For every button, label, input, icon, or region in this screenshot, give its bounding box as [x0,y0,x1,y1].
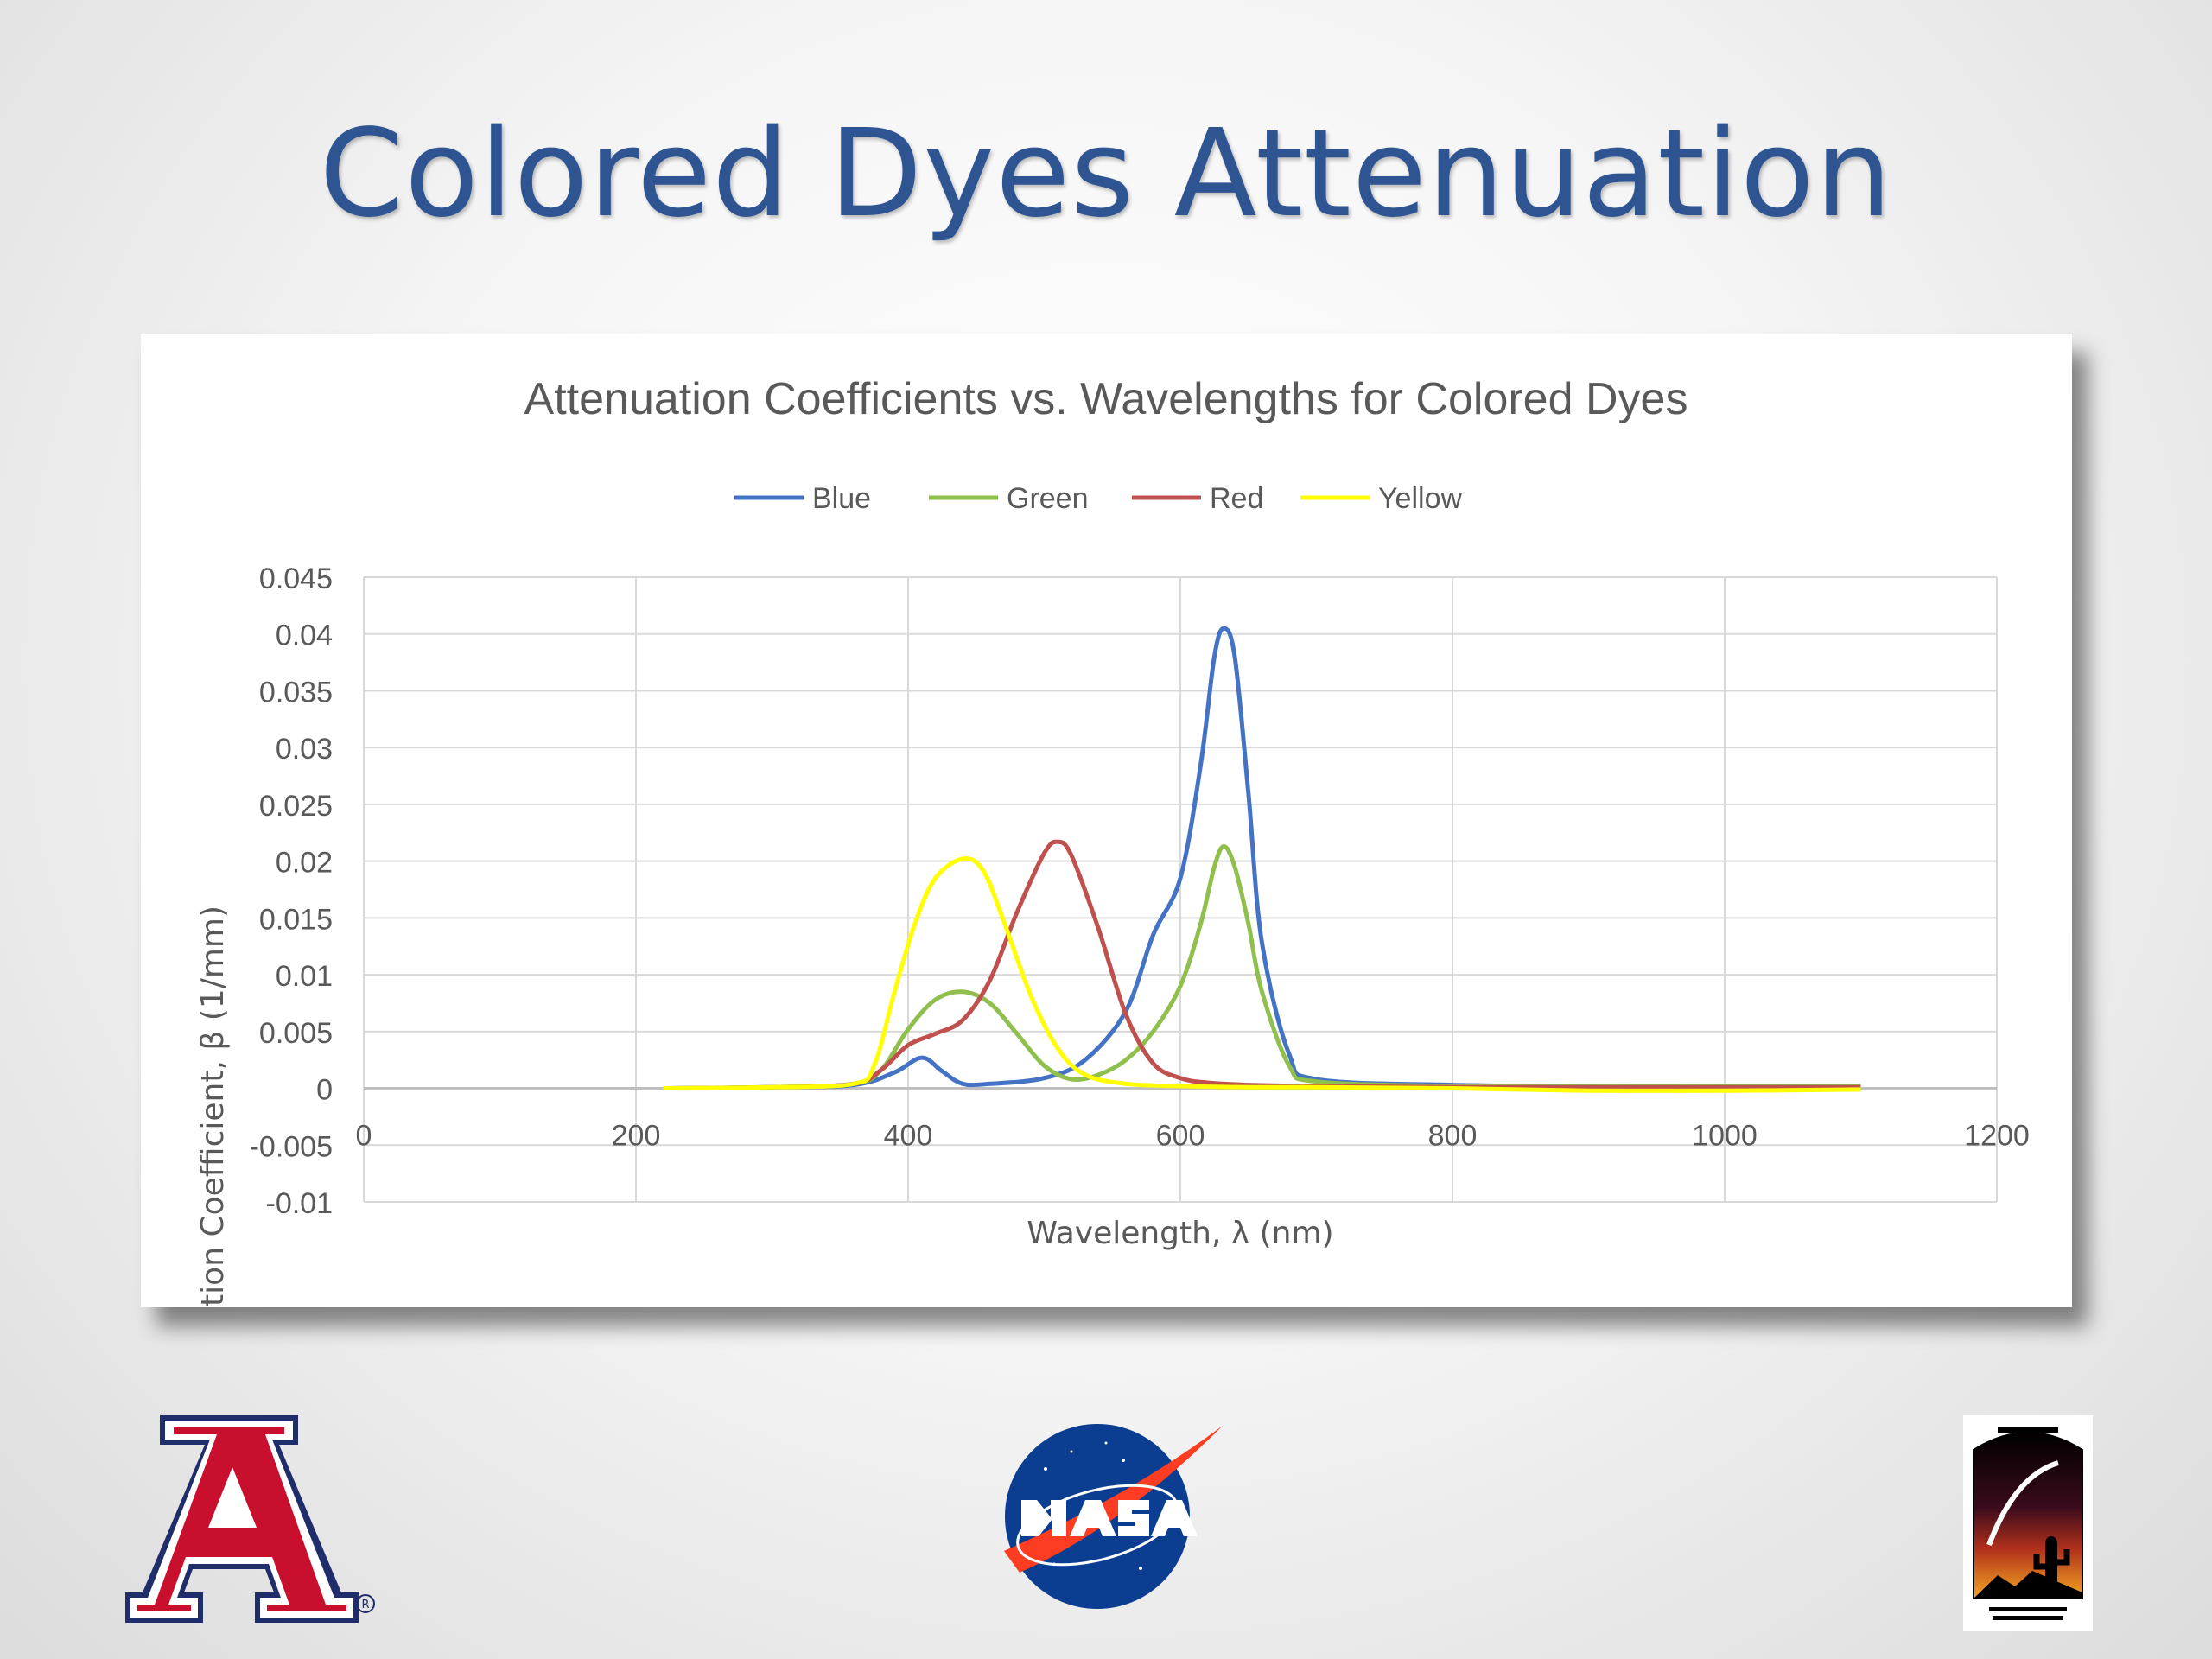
y-axis-label: Attenuation Coefficient, β (1/mm) [195,906,231,1307]
series-line-red [663,839,1861,1090]
series-line-green [663,844,1861,1090]
y-tick-label: 0.04 [276,620,333,652]
series-line-blue [663,626,1861,1090]
chart-grid [363,576,1998,1203]
series-layer [663,626,1861,1093]
x-tick-label: 800 [1428,1120,1478,1153]
x-tick-label: 200 [612,1120,661,1153]
y-tick-label: 0.025 [259,790,333,823]
series-line-yellow [663,856,1861,1093]
chart-card: Attenuation Coefficients vs. Wavelengths… [141,334,2072,1307]
legend-label-yellow: Yellow [1378,482,1462,515]
y-tick-label: 0.02 [276,847,333,880]
x-tick-label: 1200 [1964,1120,2030,1153]
line-chart: Attenuation Coefficients vs. Wavelengths… [195,374,2030,1307]
legend-label-blue: Blue [812,482,871,515]
y-tick-labels: 0.045 0.04 0.035 0.03 0.025 0.02 0.015 0.01 0.00… [250,563,333,1220]
y-tick-label: 0.015 [259,903,333,936]
y-tick-label: 0.045 [259,563,333,595]
chart-legend: Blue Green Red Yellow [734,482,1462,515]
slide-title: Colored Dyes Attenuation [319,104,1893,245]
y-tick-label: 0.03 [276,733,333,766]
x-tick-label: 1000 [1692,1120,1758,1153]
x-tick-label: 600 [1156,1120,1205,1153]
chart-title: Attenuation Coefficients vs. Wavelengths… [524,374,1688,424]
x-tick-labels: 0 200 400 600 800 1000 1200 [356,1120,2030,1153]
x-tick-label: 0 [356,1120,372,1153]
university-of-arizona-logo: R [125,1415,375,1623]
y-tick-label: 0.005 [259,1017,333,1050]
legend-label-green: Green [1007,482,1089,515]
x-tick-label: 400 [884,1120,933,1153]
legend-label-red: Red [1210,482,1263,515]
nasa-logo [1004,1424,1223,1609]
x-axis-label: Wavelength, λ (nm) [1027,1216,1333,1251]
y-tick-label: 0 [316,1074,333,1107]
arizona-space-grant-consortium-logo [1963,1415,2093,1631]
y-tick-label: 0.01 [276,960,333,993]
y-tick-label: -0.005 [250,1130,333,1163]
svg-text:R: R [361,1599,369,1611]
y-tick-label: -0.01 [266,1187,334,1220]
y-tick-label: 0.035 [259,676,333,709]
